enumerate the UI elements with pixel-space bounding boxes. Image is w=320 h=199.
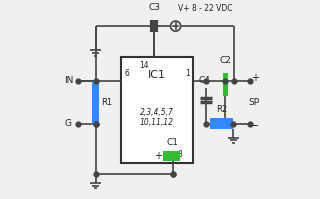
- Text: −: −: [251, 121, 259, 131]
- Bar: [222, 73, 228, 96]
- Text: SP: SP: [249, 98, 260, 107]
- Text: R1: R1: [101, 98, 112, 107]
- Text: IC1: IC1: [148, 70, 166, 80]
- Text: G: G: [65, 119, 71, 128]
- Text: C1: C1: [167, 138, 179, 146]
- Text: C4: C4: [199, 76, 211, 85]
- Bar: [92, 81, 100, 124]
- Text: 8: 8: [177, 150, 182, 159]
- Text: V+ 8 - 22 VDC: V+ 8 - 22 VDC: [178, 4, 232, 14]
- Bar: [121, 57, 193, 163]
- Text: C3: C3: [148, 3, 160, 13]
- Text: 1: 1: [185, 69, 190, 78]
- Bar: [163, 151, 180, 161]
- Text: +: +: [251, 73, 259, 83]
- Text: 14: 14: [140, 61, 149, 70]
- Text: 2,3,4,5,7
10,11,12: 2,3,4,5,7 10,11,12: [140, 108, 174, 127]
- Text: IN: IN: [65, 76, 74, 85]
- Text: 6: 6: [124, 69, 129, 78]
- Text: +: +: [154, 151, 162, 161]
- Text: C2: C2: [219, 56, 231, 65]
- Bar: [210, 118, 233, 129]
- Text: R2: R2: [216, 105, 227, 114]
